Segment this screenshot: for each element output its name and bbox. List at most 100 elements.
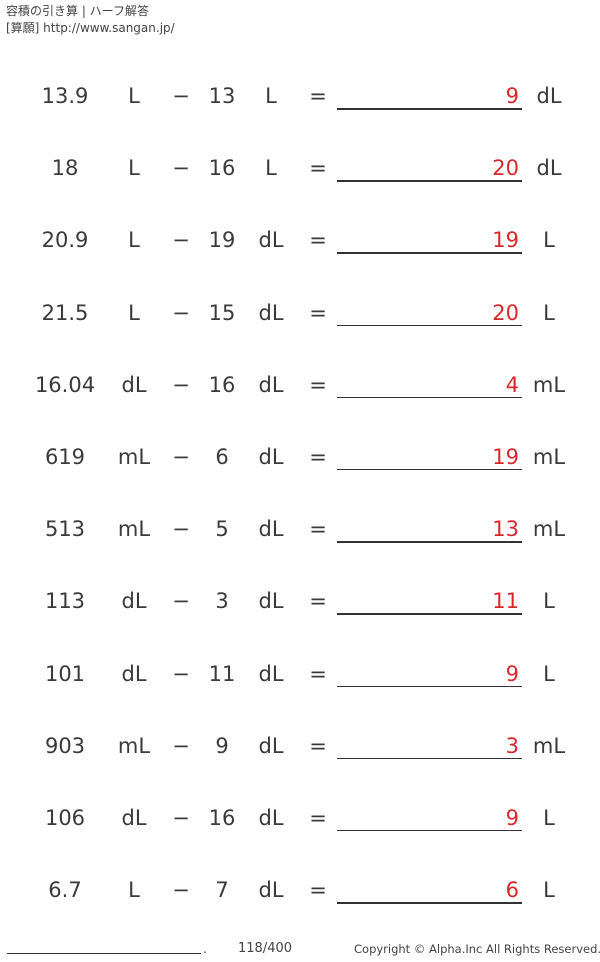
equals-sign: = [309,661,327,686]
answer-unit: L [543,878,555,903]
minuend: 20.9 [41,228,89,253]
answer-unit: L [543,228,555,253]
answer-line [337,468,522,471]
answer-unit: mL [532,733,566,758]
problem-list: 13.9 L − 13 L = 9 dL 18 L − 16 L = 20 dL… [0,61,600,927]
problem-row: 619 mL − 6 dL = 19 mL [0,422,600,494]
subtrahend-unit: dL [258,372,284,397]
minus-sign: − [172,84,190,108]
minus-sign: − [172,444,190,469]
answer-line [337,829,522,832]
subtrahend-unit: dL [258,589,284,614]
minuend: 113 [44,589,86,614]
minuend-unit: L [128,300,140,325]
answer-value: 3 [505,733,519,758]
subtrahend: 16 [208,156,236,181]
equals-sign: = [309,517,327,542]
equals-sign: = [309,805,327,830]
subtrahend-unit: dL [258,444,284,469]
minuend: 16.04 [34,372,96,397]
minus-sign: − [172,733,190,758]
subtrahend-unit: L [265,84,277,108]
equals-sign: = [309,589,327,614]
subtrahend-unit: L [265,156,277,181]
minuend: 18 [51,156,79,181]
answer-line [337,396,522,399]
minus-sign: − [172,805,190,830]
subtrahend: 16 [208,372,236,397]
minus-sign: − [172,300,190,325]
answer-unit: L [543,805,555,830]
minuend-unit: dL [121,661,147,686]
answer-value: 9 [505,805,519,830]
copyright-text: Copyright © Alpha.Inc All Rights Reserve… [354,942,600,956]
minus-sign: − [172,517,190,542]
problem-row: 903 mL − 9 dL = 3 mL [0,711,600,783]
answer-unit: L [543,589,555,614]
equals-sign: = [309,444,327,469]
equals-sign: = [309,733,327,758]
subtrahend: 16 [208,805,236,830]
answer-value: 19 [492,444,519,469]
answer-unit: mL [532,372,566,397]
subtrahend: 9 [215,733,229,758]
problem-row: 6.7 L − 7 dL = 6 L [0,855,600,927]
minuend-unit: dL [121,372,147,397]
answer-unit: mL [532,517,566,542]
problem-row: 106 dL − 16 dL = 9 L [0,783,600,855]
minus-sign: − [172,589,190,614]
minuend-unit: L [128,84,140,108]
answer-value: 9 [505,84,519,108]
page-number: 118/400 [238,941,293,956]
subtrahend-unit: dL [258,300,284,325]
worksheet-header: 容積の引き算 | ハーフ解答 [算願] http://www.sangan.jp… [6,3,175,37]
answer-unit: L [543,300,555,325]
minuend: 101 [44,661,86,686]
minuend: 13.9 [41,84,89,108]
answer-value: 13 [492,517,519,542]
answer-value: 11 [492,589,519,614]
minuend-unit: dL [121,589,147,614]
minuend-unit: L [128,228,140,253]
minus-sign: − [172,661,190,686]
answer-line [337,613,522,615]
problem-row: 21.5 L − 15 dL = 20 L [0,278,600,350]
subtrahend: 3 [215,589,229,614]
minuend: 513 [44,517,86,542]
answer-line [337,757,522,760]
equals-sign: = [309,156,327,181]
site-link[interactable]: [算願] http://www.sangan.jp/ [6,21,175,35]
minuend: 106 [44,805,86,830]
minus-sign: − [172,878,190,903]
minus-sign: − [172,372,190,397]
answer-line [337,541,522,543]
subtrahend-unit: dL [258,805,284,830]
minuend: 619 [44,444,86,469]
problem-row: 513 mL − 5 dL = 13 mL [0,494,600,566]
subtrahend: 5 [215,517,229,542]
name-line [7,953,201,954]
answer-value: 4 [505,372,519,397]
problem-row: 16.04 dL − 16 dL = 4 mL [0,350,600,422]
minuend-unit: mL [117,444,151,469]
subtrahend-unit: dL [258,517,284,542]
minuend: 903 [44,733,86,758]
name-dot: . [203,942,207,956]
answer-unit: dL [536,84,562,108]
answer-value: 20 [492,300,519,325]
subtrahend: 6 [215,444,229,469]
subtrahend-unit: dL [258,661,284,686]
answer-unit: mL [532,444,566,469]
answer-value: 9 [505,661,519,686]
minus-sign: − [172,156,190,181]
answer-unit: dL [536,156,562,181]
minuend-unit: L [128,156,140,181]
subtrahend-unit: dL [258,228,284,253]
answer-unit: L [543,661,555,686]
answer-line [337,324,522,327]
problem-row: 18 L − 16 L = 20 dL [0,133,600,205]
page-footer: . 118/400 Copyright © Alpha.Inc All Righ… [0,936,600,962]
answer-value: 19 [492,228,519,253]
subtrahend: 7 [215,878,229,903]
subtrahend: 19 [208,228,236,253]
